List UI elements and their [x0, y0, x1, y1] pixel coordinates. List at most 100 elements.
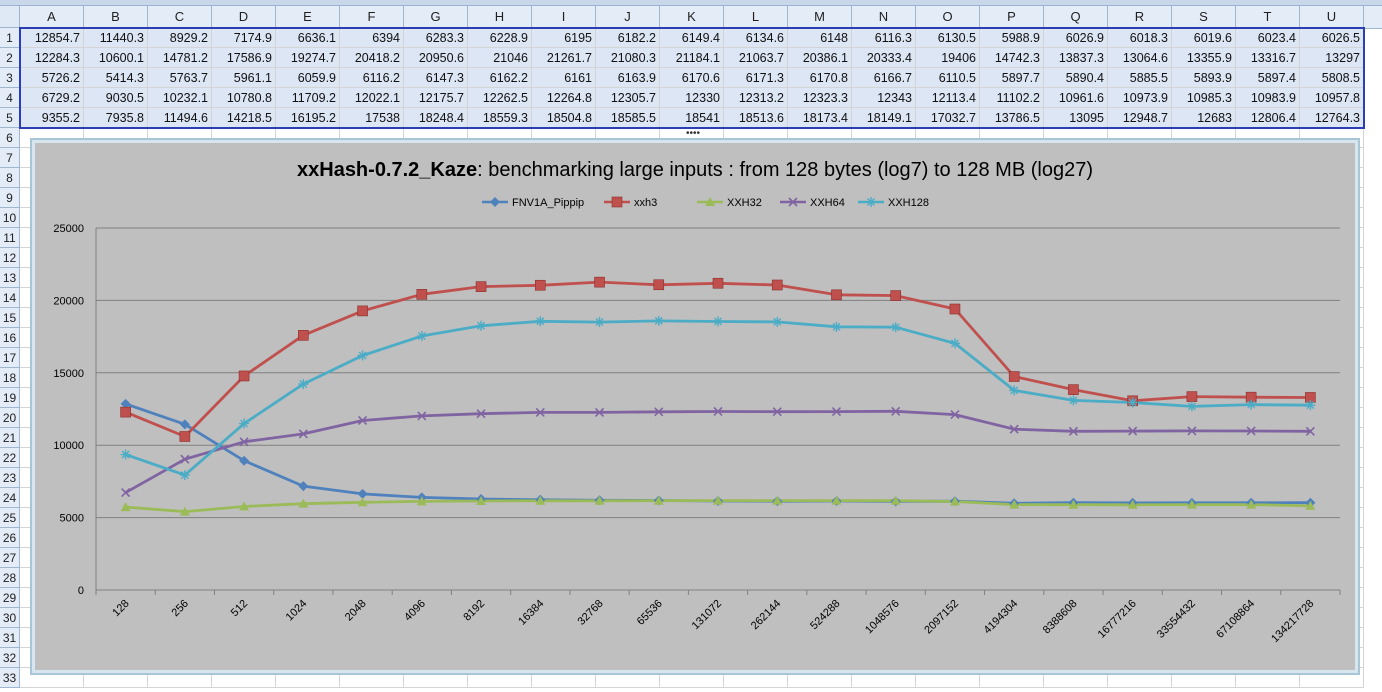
column-header-t[interactable]: T: [1236, 6, 1300, 28]
cell-e4[interactable]: 11709.2: [276, 88, 340, 108]
cell-j3[interactable]: 6163.9: [596, 68, 660, 88]
cell-j1[interactable]: 6182.2: [596, 28, 660, 48]
cell-k2[interactable]: 21184.1: [660, 48, 724, 68]
cell-u1[interactable]: 6026.5: [1300, 28, 1364, 48]
row-header-24[interactable]: 24: [0, 488, 20, 508]
cell-k5[interactable]: 18541: [660, 108, 724, 128]
cell-h4[interactable]: 12262.5: [468, 88, 532, 108]
column-header-a[interactable]: A: [20, 6, 84, 28]
cell-r3[interactable]: 5885.5: [1108, 68, 1172, 88]
cell-u2[interactable]: 13297: [1300, 48, 1364, 68]
row-header-25[interactable]: 25: [0, 508, 20, 528]
cell-a1[interactable]: 12854.7: [20, 28, 84, 48]
cell-g1[interactable]: 6283.3: [404, 28, 468, 48]
cell-r2[interactable]: 13064.6: [1108, 48, 1172, 68]
row-header-11[interactable]: 11: [0, 228, 20, 248]
cell-g5[interactable]: 18248.4: [404, 108, 468, 128]
cell-j5[interactable]: 18585.5: [596, 108, 660, 128]
cell-f1[interactable]: 6394: [340, 28, 404, 48]
cell-s2[interactable]: 13355.9: [1172, 48, 1236, 68]
cell-l1[interactable]: 6134.6: [724, 28, 788, 48]
column-header-g[interactable]: G: [404, 6, 468, 28]
cell-p5[interactable]: 13786.5: [980, 108, 1044, 128]
cell-n3[interactable]: 6166.7: [852, 68, 916, 88]
row-header-32[interactable]: 32: [0, 648, 20, 668]
cell-h1[interactable]: 6228.9: [468, 28, 532, 48]
column-header-d[interactable]: D: [212, 6, 276, 28]
column-header-l[interactable]: L: [724, 6, 788, 28]
cell-j4[interactable]: 12305.7: [596, 88, 660, 108]
column-header-p[interactable]: P: [980, 6, 1044, 28]
cell-l2[interactable]: 21063.7: [724, 48, 788, 68]
row-header-8[interactable]: 8: [0, 168, 20, 188]
column-header-k[interactable]: K: [660, 6, 724, 28]
cell-d3[interactable]: 5961.1: [212, 68, 276, 88]
cell-o3[interactable]: 6110.5: [916, 68, 980, 88]
cell-h2[interactable]: 21046: [468, 48, 532, 68]
row-header-7[interactable]: 7: [0, 148, 20, 168]
column-header-o[interactable]: O: [916, 6, 980, 28]
cell-e5[interactable]: 16195.2: [276, 108, 340, 128]
cell-q5[interactable]: 13095: [1044, 108, 1108, 128]
cell-t4[interactable]: 10983.9: [1236, 88, 1300, 108]
row-header-21[interactable]: 21: [0, 428, 20, 448]
cell-b2[interactable]: 10600.1: [84, 48, 148, 68]
cell-r1[interactable]: 6018.3: [1108, 28, 1172, 48]
cell-t2[interactable]: 13316.7: [1236, 48, 1300, 68]
row-header-18[interactable]: 18: [0, 368, 20, 388]
column-header-r[interactable]: R: [1108, 6, 1172, 28]
column-header-q[interactable]: Q: [1044, 6, 1108, 28]
row-header-33[interactable]: 33: [0, 668, 20, 688]
cell-i2[interactable]: 21261.7: [532, 48, 596, 68]
cell-r5[interactable]: 12948.7: [1108, 108, 1172, 128]
cell-a3[interactable]: 5726.2: [20, 68, 84, 88]
cell-d4[interactable]: 10780.8: [212, 88, 276, 108]
column-header-u[interactable]: U: [1300, 6, 1364, 28]
cell-n4[interactable]: 12343: [852, 88, 916, 108]
cell-l3[interactable]: 6171.3: [724, 68, 788, 88]
cell-m1[interactable]: 6148: [788, 28, 852, 48]
row-header-22[interactable]: 22: [0, 448, 20, 468]
row-header-17[interactable]: 17: [0, 348, 20, 368]
cell-q2[interactable]: 13837.3: [1044, 48, 1108, 68]
row-header-16[interactable]: 16: [0, 328, 20, 348]
row-header-31[interactable]: 31: [0, 628, 20, 648]
row-header-13[interactable]: 13: [0, 268, 20, 288]
cell-j2[interactable]: 21080.3: [596, 48, 660, 68]
column-header-s[interactable]: S: [1172, 6, 1236, 28]
column-header-e[interactable]: E: [276, 6, 340, 28]
cell-l4[interactable]: 12313.2: [724, 88, 788, 108]
column-header-i[interactable]: I: [532, 6, 596, 28]
cell-n1[interactable]: 6116.3: [852, 28, 916, 48]
cell-e3[interactable]: 6059.9: [276, 68, 340, 88]
cell-e2[interactable]: 19274.7: [276, 48, 340, 68]
row-header-6[interactable]: 6: [0, 128, 20, 148]
cell-c1[interactable]: 8929.2: [148, 28, 212, 48]
cell-p4[interactable]: 11102.2: [980, 88, 1044, 108]
row-header-14[interactable]: 14: [0, 288, 20, 308]
cell-t3[interactable]: 5897.4: [1236, 68, 1300, 88]
row-header-15[interactable]: 15: [0, 308, 20, 328]
column-header-m[interactable]: M: [788, 6, 852, 28]
row-header-20[interactable]: 20: [0, 408, 20, 428]
cell-f2[interactable]: 20418.2: [340, 48, 404, 68]
row-header-3[interactable]: 3: [0, 68, 20, 88]
selection-resize-handle[interactable]: ••••: [686, 128, 701, 139]
cell-b3[interactable]: 5414.3: [84, 68, 148, 88]
row-header-28[interactable]: 28: [0, 568, 20, 588]
row-header-2[interactable]: 2: [0, 48, 20, 68]
row-header-12[interactable]: 12: [0, 248, 20, 268]
column-header-h[interactable]: H: [468, 6, 532, 28]
cell-n5[interactable]: 18149.1: [852, 108, 916, 128]
cell-r4[interactable]: 10973.9: [1108, 88, 1172, 108]
cell-u3[interactable]: 5808.5: [1300, 68, 1364, 88]
cell-o5[interactable]: 17032.7: [916, 108, 980, 128]
row-header-1[interactable]: 1: [0, 28, 20, 48]
column-header-c[interactable]: C: [148, 6, 212, 28]
chart-object[interactable]: xxHash-0.7.2_Kaze: benchmarking large in…: [30, 138, 1360, 675]
cell-p3[interactable]: 5897.7: [980, 68, 1044, 88]
cell-u5[interactable]: 12764.3: [1300, 108, 1364, 128]
cell-s4[interactable]: 10985.3: [1172, 88, 1236, 108]
row-header-19[interactable]: 19: [0, 388, 20, 408]
row-header-27[interactable]: 27: [0, 548, 20, 568]
